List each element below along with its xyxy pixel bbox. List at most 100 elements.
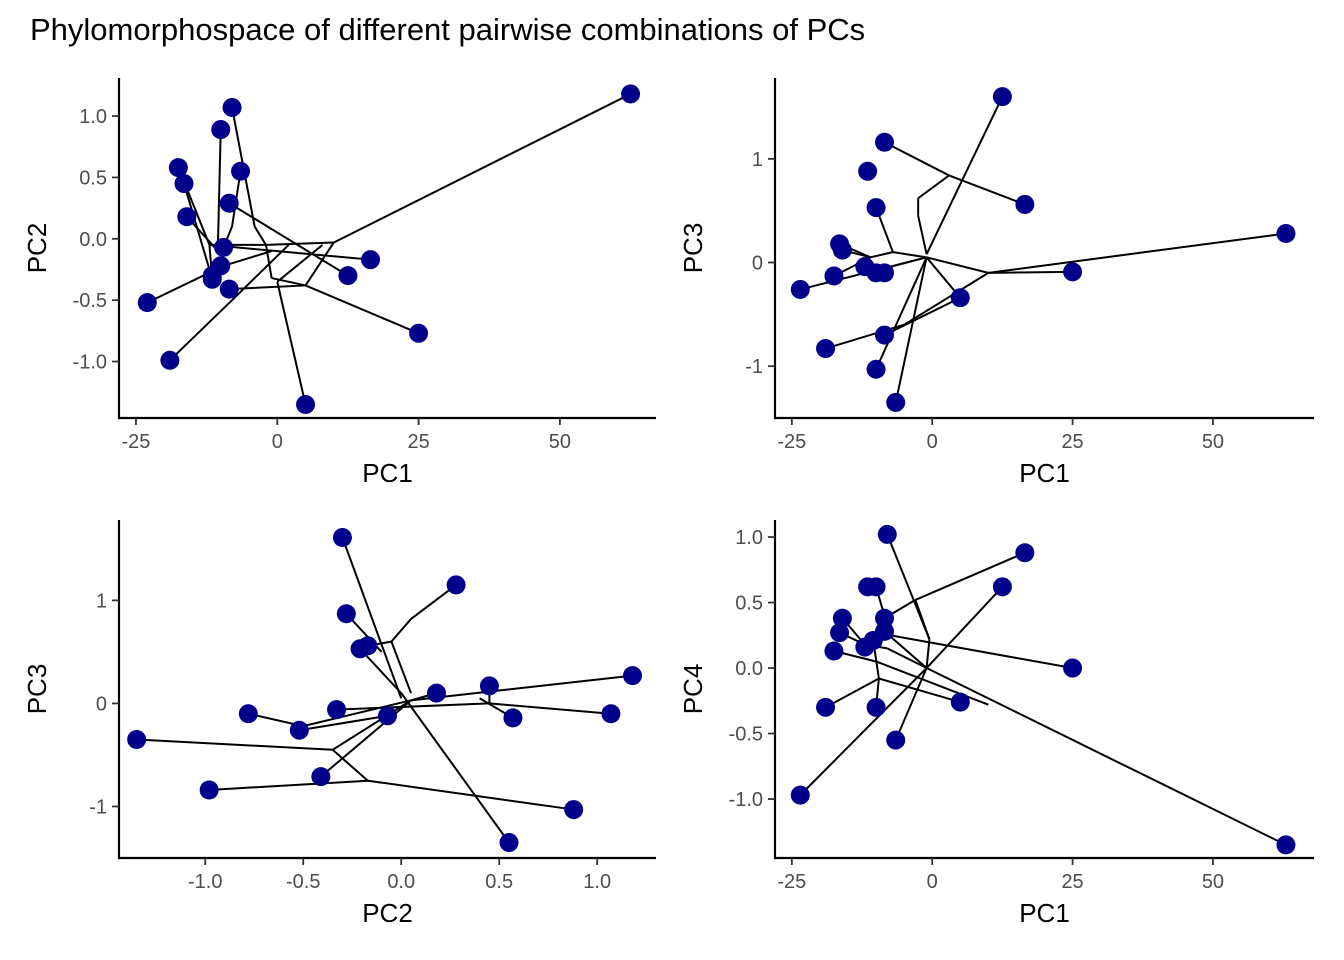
x-tick-label: -1.0: [188, 871, 222, 893]
tree-edge: [333, 93, 632, 244]
tree-edge: [489, 702, 612, 715]
tip-point: [886, 730, 906, 750]
x-tick-label: 50: [1202, 871, 1224, 893]
y-axis-title: PC3: [22, 664, 52, 715]
tip-point: [199, 780, 219, 800]
tree-edge: [925, 96, 1004, 255]
x-tick-label: 25: [407, 431, 429, 453]
tip-point: [222, 97, 242, 117]
tip-point: [177, 207, 197, 227]
tip-point: [866, 697, 886, 717]
tree-edge: [870, 251, 894, 259]
tree-edge: [884, 141, 950, 177]
y-tick-label: 0.0: [735, 658, 763, 680]
tree-edge: [914, 551, 1026, 601]
tip-point: [168, 158, 188, 178]
x-axis-title: PC1: [1019, 458, 1070, 488]
tip-point: [866, 198, 886, 218]
figure-title: Phylomorphospace of different pairwise c…: [30, 12, 865, 47]
tip-point: [874, 608, 894, 628]
tip-point: [202, 269, 222, 289]
tip-points: [137, 84, 641, 414]
tree-edge: [228, 202, 349, 277]
tip-point: [886, 392, 906, 412]
tip-point: [127, 729, 147, 749]
tip-point: [858, 161, 878, 181]
tree-edge: [169, 299, 233, 362]
y-tick-label: 0: [96, 693, 107, 715]
tip-point: [855, 637, 875, 657]
panel-2: -25 0 25 50 -1 0 1 PC1 PC3: [678, 78, 1314, 488]
tree-edge: [926, 256, 989, 274]
tip-point: [446, 575, 466, 595]
y-axis-title: PC2: [22, 223, 52, 274]
tip-point: [866, 359, 886, 379]
tip-point: [231, 161, 251, 181]
tree-edge: [917, 215, 928, 255]
tree-edge: [304, 241, 335, 286]
tree-edge: [925, 586, 1004, 669]
tree-edge: [331, 749, 369, 782]
tree-edge: [914, 599, 931, 640]
tip-point: [332, 528, 352, 548]
y-tick-label: -1.0: [73, 352, 107, 374]
x-tick-label: 0: [927, 871, 938, 893]
y-tick-label: -0.5: [729, 724, 763, 746]
tip-point: [409, 323, 429, 343]
x-tick-label: 25: [1061, 871, 1083, 893]
tree-edge: [886, 647, 928, 669]
tree-edge: [903, 272, 989, 326]
tree-edge: [948, 174, 1026, 206]
tip-point: [174, 174, 194, 194]
tree-edge: [229, 284, 306, 291]
tree-edge: [894, 667, 928, 741]
tree-edge: [253, 225, 267, 246]
x-tick-label: 25: [1061, 431, 1083, 453]
y-tick-label: -1: [745, 356, 763, 378]
tree-edge: [894, 257, 928, 403]
tree-edge: [875, 256, 928, 370]
tip-point: [816, 339, 836, 359]
panel-1: -25 0 25 50 -1.0 -0.5 0.0 0.5 1.0 PC1 PC2: [22, 78, 656, 488]
y-tick-label: 0.5: [735, 593, 763, 615]
tree-edge: [878, 677, 961, 704]
tree-edge: [988, 232, 1287, 274]
tip-point: [866, 577, 886, 597]
tip-point: [874, 325, 894, 345]
tip-point: [289, 720, 309, 740]
tip-point: [214, 237, 234, 257]
tree-edge: [892, 251, 927, 259]
y-tick-label: 0: [752, 253, 763, 275]
tip-points: [127, 528, 642, 853]
tree-edge: [136, 738, 333, 751]
panel-3: -1.0 -0.5 0.0 0.5 1.0 -1 0 1 PC2 PC3: [22, 520, 656, 928]
tip-point: [238, 704, 258, 724]
x-tick-label: 0.5: [485, 871, 513, 893]
tip-point: [564, 800, 584, 820]
tree-edge: [799, 667, 928, 796]
tip-point: [219, 193, 239, 213]
tree-edge: [925, 639, 931, 669]
y-tick-label: -1.0: [729, 789, 763, 811]
tip-point: [601, 704, 621, 724]
tree-edge: [390, 618, 412, 643]
x-tick-label: 0: [272, 431, 283, 453]
tree-edge: [889, 634, 1073, 670]
tree-edge: [825, 677, 880, 709]
tip-point: [622, 666, 642, 686]
y-tick-label: 1.0: [735, 527, 763, 549]
tree-edge: [209, 243, 371, 261]
tree-edge: [332, 699, 412, 751]
tree-edge: [390, 641, 412, 694]
x-tick-label: 0.0: [387, 871, 415, 893]
x-tick-label: -25: [777, 431, 806, 453]
tip-point: [790, 279, 810, 299]
tree-edge: [299, 714, 388, 732]
tree-edge: [231, 244, 290, 301]
tip-point: [503, 708, 523, 728]
tree-edge: [271, 277, 306, 287]
tree-edge: [336, 702, 490, 711]
y-tick-label: 0.0: [79, 229, 107, 251]
x-tick-label: 0: [927, 431, 938, 453]
